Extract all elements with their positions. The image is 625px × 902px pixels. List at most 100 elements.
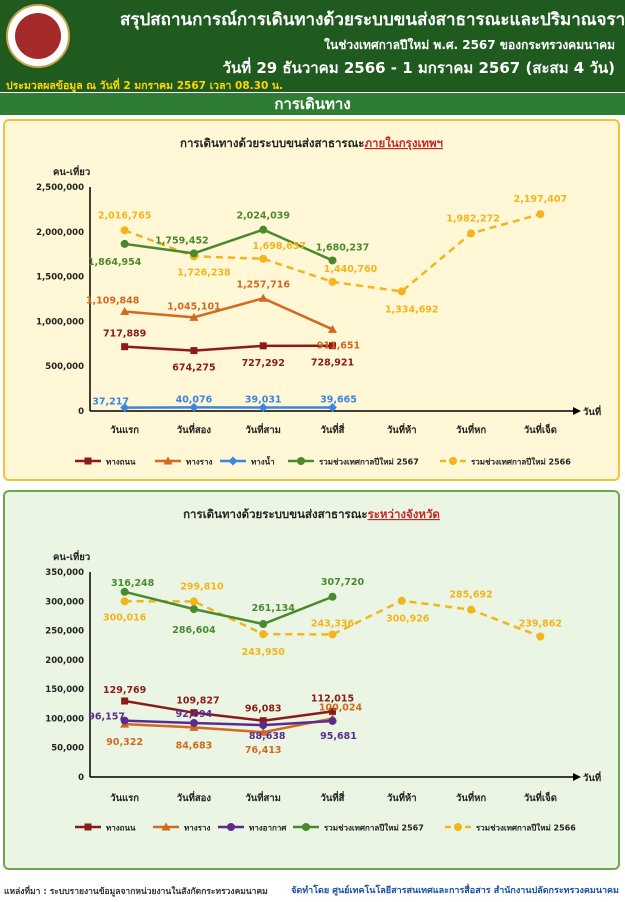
y-tick-label: 350,000 xyxy=(45,568,84,578)
data-point-2-0 xyxy=(120,716,129,725)
x-tick-label: วันที่หก xyxy=(456,790,486,804)
data-point-2-2 xyxy=(259,721,268,730)
data-label-2-0: 37,217 xyxy=(92,397,129,408)
data-point-0-0 xyxy=(121,343,129,351)
x-tick-label: วันที่ห้า xyxy=(387,790,417,804)
data-point-3-0 xyxy=(120,587,129,596)
data-label-1-2: 76,413 xyxy=(245,745,282,756)
data-label-1-0: 90,322 xyxy=(106,737,143,748)
y-tick-label: 2,500,000 xyxy=(36,183,84,193)
legend-marker-3 xyxy=(297,457,305,465)
y-tick-label: 100,000 xyxy=(45,714,84,724)
data-point-0-3 xyxy=(329,707,336,715)
data-point-2-0 xyxy=(120,403,130,413)
data-label-4-3: 243,336 xyxy=(311,618,355,629)
data-label-3-3: 307,720 xyxy=(321,577,365,588)
y-tick-label: 250,000 xyxy=(45,627,84,637)
bangkok-chart: การเดินทางด้วยระบบขนส่งสาธารณะภายในกรุงเ… xyxy=(36,136,601,467)
legend-marker-2 xyxy=(227,823,235,831)
data-label-2-2: 39,031 xyxy=(245,395,282,406)
data-label-4-0: 2,016,765 xyxy=(98,210,152,221)
data-point-1-2 xyxy=(258,727,268,736)
header-banner: สรุปสถานการณ์การเดินทางด้วยระบบขนส่งสาธา… xyxy=(0,0,625,92)
data-label-0-1: 674,275 xyxy=(172,363,215,374)
series-line-3 xyxy=(124,590,333,626)
x-axis-label: วันที่ xyxy=(583,404,601,418)
data-point-4-2 xyxy=(259,254,268,263)
data-label-1-1: 84,683 xyxy=(176,740,213,751)
x-tick-label: วันที่สี่ xyxy=(321,422,345,436)
data-label-4-2: 243,950 xyxy=(242,647,286,658)
legend-marker-3 xyxy=(302,823,310,831)
data-label-1-0: 1,109,848 xyxy=(86,296,140,307)
data-label-2-0: 96,157 xyxy=(88,712,125,723)
data-point-2-2 xyxy=(258,403,268,413)
data-point-3-1 xyxy=(189,249,198,258)
y-axis-label: คน-เที่ยว xyxy=(53,549,90,563)
data-point-0-1 xyxy=(190,709,198,717)
legend-label-3: รวมช่วงเทศกาลปีใหม่ 2567 xyxy=(319,457,419,467)
page-title: สรุปสถานการณ์การเดินทางด้วยระบบขนส่งสาธา… xyxy=(120,10,625,30)
ministry-seal-icon xyxy=(6,4,70,68)
data-point-1-2 xyxy=(258,293,268,302)
intercity-chart-panel: การเดินทางด้วยระบบขนส่งสาธารณะระหว่างจัง… xyxy=(3,490,620,870)
series-line-1 xyxy=(124,296,334,331)
data-point-4-0 xyxy=(120,597,129,606)
data-label-4-5: 1,982,272 xyxy=(446,213,500,224)
y-tick-label: 0 xyxy=(78,773,84,783)
legend-label-2: ทางอากาศ xyxy=(249,824,287,833)
data-label-3-0: 316,248 xyxy=(111,578,155,589)
y-tick-label: 50,000 xyxy=(51,744,84,754)
legend-marker-0 xyxy=(84,457,92,465)
x-tick-label: วันแรก xyxy=(110,425,139,436)
data-point-4-4 xyxy=(397,596,406,605)
x-tick-label: วันที่ห้า xyxy=(387,422,417,436)
x-tick-label: วันที่เจ็ด xyxy=(524,422,557,436)
data-label-0-3: 728,921 xyxy=(311,358,354,369)
date-range: วันที่ 29 ธันวาคม 2566 - 1 มกราคม 2567 (… xyxy=(222,59,615,77)
footer-source: แหล่งที่มา : ระบบรายงานข้อมูลจากหน่วยงาน… xyxy=(4,887,268,897)
data-point-2-1 xyxy=(189,402,199,412)
data-point-0-3 xyxy=(329,342,336,350)
y-tick-label: 200,000 xyxy=(45,656,84,666)
data-point-4-1 xyxy=(189,597,198,606)
legend-marker-4 xyxy=(454,823,462,831)
x-tick-label: วันที่หก xyxy=(456,422,486,436)
data-label-0-1: 109,827 xyxy=(176,696,219,707)
data-label-2-3: 39,665 xyxy=(320,394,357,405)
data-point-3-2 xyxy=(259,620,268,629)
intercity-chart: การเดินทางด้วยระบบขนส่งสาธารณะระหว่างจัง… xyxy=(45,507,601,833)
data-label-2-1: 92,094 xyxy=(176,709,213,720)
data-label-1-1: 1,045,101 xyxy=(167,301,221,312)
data-label-0-0: 129,769 xyxy=(103,685,146,696)
data-label-1-3: 911,651 xyxy=(317,340,360,351)
data-point-4-0 xyxy=(120,226,129,235)
chart-title-prefix: การเดินทางด้วยระบบขนส่งสาธารณะ xyxy=(180,136,364,150)
data-label-4-5: 285,692 xyxy=(449,590,492,601)
y-tick-label: 0 xyxy=(78,407,84,417)
legend-marker-1 xyxy=(161,822,171,831)
bangkok-chart-panel: การเดินทางด้วยระบบขนส่งสาธารณะภายในกรุงเ… xyxy=(3,119,620,481)
data-point-3-3 xyxy=(328,256,337,265)
y-tick-label: 2,000,000 xyxy=(36,228,84,238)
x-axis-arrow-icon xyxy=(573,407,581,415)
data-point-4-6 xyxy=(536,210,545,219)
x-tick-label: วันแรก xyxy=(110,793,139,804)
data-point-1-0 xyxy=(120,307,130,316)
data-label-4-1: 1,726,238 xyxy=(177,267,231,278)
data-point-2-3 xyxy=(328,402,337,412)
data-point-4-5 xyxy=(467,605,476,614)
series-line-0 xyxy=(124,699,333,722)
legend-label-0: ทางถนน xyxy=(106,824,136,833)
y-tick-label: 1,500,000 xyxy=(36,273,84,283)
chart-title: การเดินทางด้วยระบบขนส่งสาธารณะภายในกรุงเ… xyxy=(180,136,443,151)
data-point-3-1 xyxy=(189,605,198,614)
data-point-1-1 xyxy=(189,312,199,321)
data-label-2-2: 88,638 xyxy=(249,731,286,742)
legend-label-0: ทางถนน xyxy=(106,458,136,467)
y-tick-label: 150,000 xyxy=(45,685,84,695)
legend-label-1: ทางราง xyxy=(184,824,210,833)
data-label-2-3: 95,681 xyxy=(320,731,357,742)
data-label-4-1: 299,810 xyxy=(180,581,224,592)
data-label-4-3: 1,440,760 xyxy=(324,264,378,275)
